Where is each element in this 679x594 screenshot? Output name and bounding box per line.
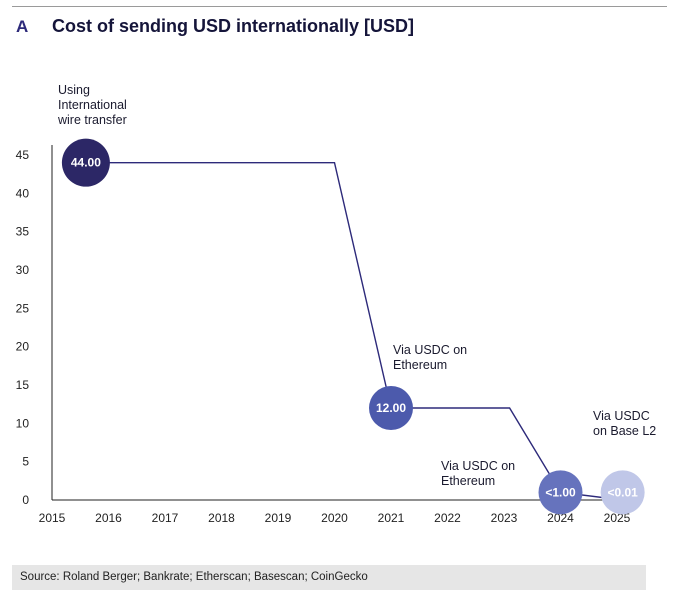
y-tick-label: 40: [16, 186, 30, 200]
bubble-label: 12.00: [376, 401, 406, 415]
x-axis-tick-labels: 2015 2016 2017 2018 2019 2020 2021 2022 2023 2024…: [39, 511, 631, 525]
y-tick-label: 20: [16, 340, 30, 354]
y-tick-label: 30: [16, 263, 30, 277]
value-bubble: [600, 470, 645, 515]
annotation-note-line: wire transfer: [57, 113, 127, 127]
y-tick-label: 0: [22, 493, 29, 507]
annotation-note-line: Via USDC on: [393, 343, 467, 357]
x-tick-label: 2024: [547, 511, 574, 525]
y-tick-label: 5: [22, 455, 29, 469]
x-tick-label: 2019: [265, 511, 292, 525]
x-tick-label: 2015: [39, 511, 66, 525]
x-tick-label: 2018: [208, 511, 235, 525]
value-bubbles: 44.00 12.00 <1.00 <0.01: [61, 138, 645, 515]
x-tick-label: 2021: [378, 511, 405, 525]
annotation-note: Via USDC on Ethereum: [441, 459, 515, 488]
annotation-note: Via USDC on Ethereum: [393, 343, 467, 372]
x-tick-label: 2017: [152, 511, 179, 525]
annotation-note: Via USDC on Base L2: [593, 409, 656, 438]
top-divider: [12, 6, 667, 7]
annotation-note-line: on Base L2: [593, 424, 656, 438]
source-text: Source: Roland Berger; Bankrate; Ethersc…: [20, 571, 368, 583]
annotation-note-line: International: [58, 98, 127, 112]
annotation-note-line: Ethereum: [393, 358, 447, 372]
bubble-label: <1.00: [545, 485, 576, 499]
annotation-note-line: Via USDC: [593, 409, 650, 423]
value-bubble: [538, 470, 583, 515]
value-bubble: [369, 386, 413, 430]
bubble-label: 44.00: [71, 156, 101, 170]
annotation-notes: Using International wire transfer Via USDC …: [57, 83, 656, 488]
annotation-note: Using International wire transfer: [57, 83, 127, 127]
y-tick-label: 10: [16, 416, 30, 430]
annotation-note-line: Using: [58, 83, 90, 97]
x-tick-label: 2020: [321, 511, 348, 525]
panel-letter: A: [16, 17, 29, 36]
annotation-note-line: Ethereum: [441, 474, 495, 488]
chart-title: Cost of sending USD internationally [USD…: [52, 16, 415, 36]
y-axis-tick-labels: 0 5 10 15 20 25 30 35 40 45: [16, 148, 30, 507]
x-tick-label: 2023: [491, 511, 518, 525]
x-tick-label: 2025: [604, 511, 631, 525]
annotation-note-line: Via USDC on: [441, 459, 515, 473]
y-tick-label: 45: [16, 148, 30, 162]
y-tick-label: 25: [16, 301, 30, 315]
bubble-label: <0.01: [607, 485, 638, 499]
axes: [51, 145, 636, 501]
source-bar: Source: Roland Berger; Bankrate; Ethersc…: [12, 565, 646, 590]
y-tick-label: 35: [16, 225, 30, 239]
y-tick-label: 15: [16, 378, 30, 392]
value-bubble: [61, 138, 110, 187]
series-line: [85, 162, 623, 501]
x-tick-label: 2022: [434, 511, 461, 525]
x-tick-label: 2016: [95, 511, 122, 525]
series-lines: [85, 162, 623, 501]
